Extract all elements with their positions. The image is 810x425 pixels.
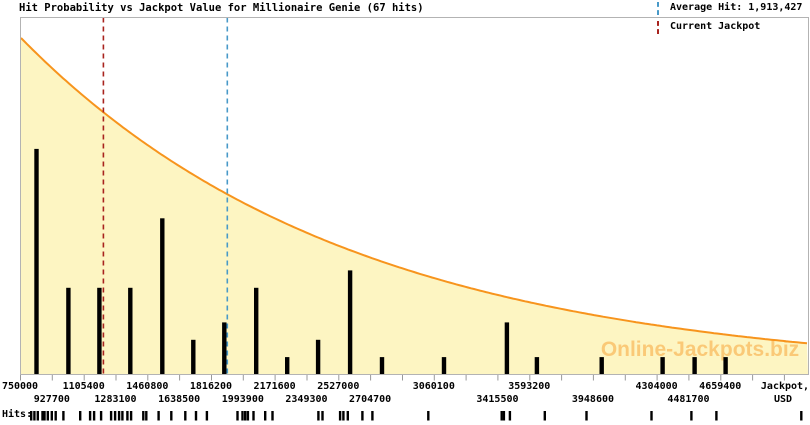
hit-bar — [347, 270, 353, 375]
x-tick-label: 927700 — [33, 394, 70, 405]
hit-bar — [222, 322, 227, 375]
hit-bar — [504, 322, 510, 375]
x-tick-label: 1460800 — [126, 381, 169, 392]
probability-curve — [20, 37, 808, 345]
legend-item-average-hit: Average Hit: 1,913,427 — [657, 1, 802, 15]
x-tick-label: 750000 — [1, 381, 39, 392]
plot-border — [20, 17, 809, 375]
hit-bar — [191, 339, 196, 375]
x-tick-label: 3415500 — [476, 394, 519, 405]
x-tick-label: 1993900 — [221, 394, 264, 405]
hit-bar — [660, 357, 665, 375]
watermark: Online-Jackpots.biz — [601, 338, 799, 361]
hit-bar — [379, 357, 385, 375]
x-tick-label: 3593200 — [508, 381, 551, 392]
hits-rug-label: Hits: — [2, 409, 33, 420]
hit-bar — [66, 287, 71, 375]
hit-bar — [692, 357, 697, 375]
x-tick-label: 1816200 — [189, 381, 233, 392]
legend-label-current-jackpot: Current Jackpot — [670, 21, 761, 32]
hit-bar — [441, 357, 447, 375]
x-axis-title-line1: Jackpot, — [760, 381, 810, 392]
current-jackpot-dashed-line-icon — [657, 20, 659, 34]
hit-bar — [723, 357, 728, 375]
x-axis-title-line2: USD — [773, 394, 793, 405]
hit-bar — [285, 357, 290, 375]
chart-title: Hit Probability vs Jackpot Value for Mil… — [19, 2, 424, 14]
x-tick-label: 4304000 — [635, 381, 678, 392]
hit-bar — [97, 287, 102, 375]
x-tick-label: 3948600 — [571, 394, 615, 405]
x-tick-label: 2349300 — [285, 394, 328, 405]
x-tick-label: 1283100 — [94, 394, 137, 405]
x-tick-label: 4481700 — [667, 394, 710, 405]
legend-label-average-hit: Average Hit: 1,913,427 — [670, 2, 803, 13]
hit-bar — [534, 357, 540, 375]
x-tick-label: 2527000 — [317, 381, 360, 392]
area-fill — [21, 38, 808, 375]
legend-item-current-jackpot: Current Jackpot — [657, 20, 760, 34]
x-tick-label: 3060100 — [412, 381, 455, 392]
x-tick-label: 4659400 — [699, 381, 742, 392]
x-tick-label: 2704700 — [349, 394, 392, 405]
hit-bar — [160, 218, 165, 375]
hit-bar — [34, 148, 39, 375]
x-tick-label: 1105400 — [62, 381, 105, 392]
x-tick-label: 1638500 — [158, 394, 201, 405]
x-tick-label: 2171600 — [253, 381, 296, 392]
hit-bar — [599, 357, 604, 375]
hit-bar — [128, 287, 133, 375]
average-hit-dashed-line-icon — [657, 1, 659, 15]
hit-bar — [315, 339, 321, 375]
hit-bar — [254, 287, 259, 375]
